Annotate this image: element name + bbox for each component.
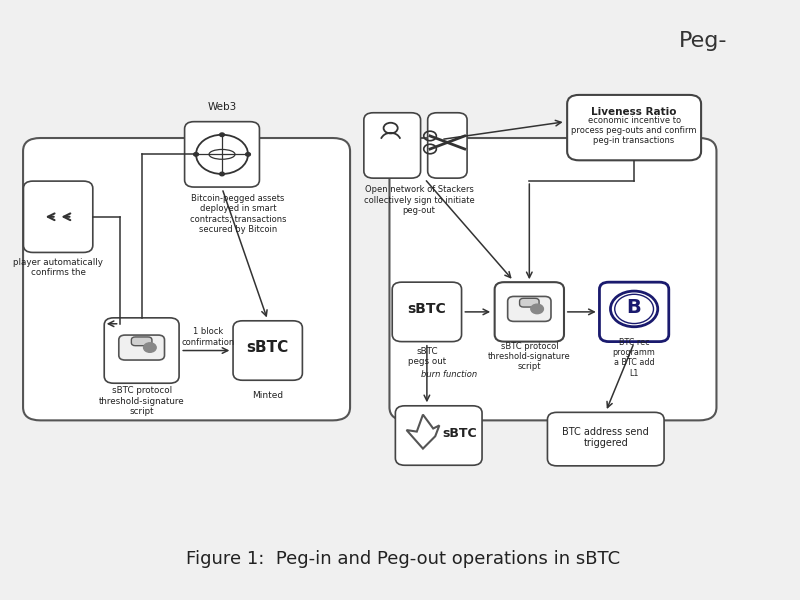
- Text: player automatically
confirms the: player automatically confirms the: [13, 257, 103, 277]
- Text: economic incentive to
process peg-outs and confirm
peg-in transactions: economic incentive to process peg-outs a…: [571, 116, 697, 145]
- Text: sBTC
pegs out: sBTC pegs out: [408, 347, 446, 366]
- Text: Peg-: Peg-: [678, 31, 727, 52]
- Text: sBTC protocol
threshold-signature
script: sBTC protocol threshold-signature script: [488, 341, 570, 371]
- FancyBboxPatch shape: [233, 321, 302, 380]
- FancyBboxPatch shape: [185, 122, 259, 187]
- Text: Open network of Stackers
collectively sign to initiate
peg-out: Open network of Stackers collectively si…: [364, 185, 474, 215]
- Circle shape: [531, 304, 543, 314]
- Text: Bitcoin-pegged assets
deployed in smart
contracts; transactions
secured by Bitco: Bitcoin-pegged assets deployed in smart …: [190, 194, 286, 234]
- FancyBboxPatch shape: [118, 335, 165, 360]
- Text: Minted: Minted: [252, 391, 283, 400]
- Circle shape: [220, 172, 224, 176]
- FancyBboxPatch shape: [428, 113, 467, 178]
- Circle shape: [143, 343, 156, 352]
- FancyBboxPatch shape: [23, 138, 350, 421]
- FancyBboxPatch shape: [131, 337, 152, 346]
- FancyBboxPatch shape: [567, 95, 701, 160]
- Text: BTC address send
triggered: BTC address send triggered: [562, 427, 649, 448]
- FancyBboxPatch shape: [23, 181, 93, 253]
- FancyBboxPatch shape: [390, 138, 717, 421]
- Text: sBTC: sBTC: [442, 427, 477, 440]
- Circle shape: [220, 133, 224, 137]
- FancyBboxPatch shape: [494, 282, 564, 341]
- FancyBboxPatch shape: [508, 296, 551, 322]
- FancyBboxPatch shape: [104, 318, 179, 383]
- FancyBboxPatch shape: [519, 298, 539, 307]
- Circle shape: [246, 152, 250, 156]
- FancyBboxPatch shape: [364, 113, 421, 178]
- FancyBboxPatch shape: [392, 282, 462, 341]
- Text: B: B: [626, 298, 642, 317]
- Text: sBTC: sBTC: [407, 302, 446, 316]
- Text: 1 block
confirmation: 1 block confirmation: [182, 327, 234, 347]
- FancyBboxPatch shape: [547, 412, 664, 466]
- Text: burn function: burn function: [421, 370, 477, 379]
- Text: sBTC: sBTC: [246, 340, 289, 355]
- Text: Web3: Web3: [207, 102, 237, 112]
- FancyBboxPatch shape: [599, 282, 669, 341]
- Text: BTC rec
programm
a BTC add
L1: BTC rec programm a BTC add L1: [613, 338, 655, 378]
- Text: Liveness Ratio: Liveness Ratio: [591, 107, 677, 117]
- Text: Figure 1:  Peg-in and Peg-out operations in sBTC: Figure 1: Peg-in and Peg-out operations …: [186, 550, 620, 568]
- Text: sBTC protocol
threshold-signature
script: sBTC protocol threshold-signature script: [99, 386, 185, 416]
- Circle shape: [194, 152, 198, 156]
- FancyBboxPatch shape: [395, 406, 482, 465]
